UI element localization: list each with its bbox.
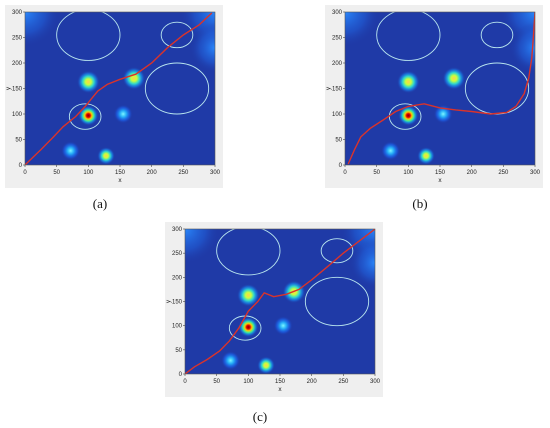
caption-b: (b) — [412, 196, 428, 211]
x-tick-label: 100 — [243, 379, 254, 385]
obstacle-circle — [144, 62, 210, 115]
obstacle-circle — [68, 103, 102, 130]
x-axis-label: x — [118, 177, 122, 184]
y-tick-label: 0 — [19, 163, 23, 169]
y-tick-label: 250 — [332, 36, 343, 42]
obstacle-peak — [76, 70, 100, 94]
y-tick-label: 50 — [335, 138, 342, 144]
x-tick-label: 200 — [307, 379, 318, 385]
x-tick-label: 150 — [435, 170, 446, 176]
plot-c: 0 50 100 150 200 250 300 0 50 100 150 200 250 300 x y — [165, 227, 381, 393]
x-tick-label: 0 — [23, 170, 27, 176]
y-tick-label: 100 — [12, 112, 23, 118]
x-tick-label: 300 — [210, 170, 221, 176]
caption-a: (a) — [92, 196, 108, 211]
y-tick-label: 150 — [172, 300, 183, 306]
obstacle-peak — [273, 316, 293, 336]
y-tick-label: 50 — [175, 348, 182, 354]
y-tick-label: 150 — [332, 87, 343, 93]
x-tick-label: 0 — [183, 379, 187, 385]
x-tick-label: 150 — [275, 379, 286, 385]
y-tick-label: 0 — [339, 163, 343, 169]
x-tick-label: 50 — [213, 379, 220, 385]
obstacle-peak — [221, 350, 241, 370]
corner-glow — [349, 237, 375, 289]
obstacle-peak — [381, 141, 401, 161]
obstacle-circle — [480, 21, 514, 49]
obstacle-peak — [396, 70, 420, 94]
panel-a: 0 50 100 150 200 250 300 0 50 100 150 200 250 300 x y — [5, 5, 223, 188]
x-tick-label: 250 — [178, 170, 189, 176]
y-tick-label: 100 — [172, 324, 183, 330]
obstacle-peak — [122, 66, 146, 90]
plot-area — [185, 229, 375, 374]
obstacle-peak — [398, 105, 419, 126]
x-tick-label: 200 — [147, 170, 158, 176]
caption-c: (c) — [252, 409, 268, 424]
x-tick-label: 100 — [403, 170, 414, 176]
obstacle-peak — [97, 146, 115, 165]
obstacle-circle — [160, 21, 194, 49]
x-tick-label: 50 — [373, 170, 380, 176]
x-tick-label: 300 — [370, 379, 381, 385]
corner-glow — [25, 12, 60, 47]
y-tick-label: 50 — [15, 138, 22, 144]
y-tick-label: 100 — [332, 112, 343, 118]
obstacle-circle — [56, 12, 121, 61]
x-tick-label: 50 — [53, 170, 60, 176]
planned-path — [347, 12, 535, 165]
corner-glow — [509, 22, 535, 74]
corner-glow — [345, 12, 380, 47]
y-axis-label: y — [5, 86, 12, 90]
y-tick-label: 250 — [12, 36, 23, 42]
corner-glow — [185, 229, 220, 264]
y-tick-label: 200 — [172, 275, 183, 281]
y-tick-label: 150 — [12, 87, 23, 93]
obstacle-circle — [320, 238, 354, 264]
y-tick-label: 250 — [172, 251, 183, 257]
obstacle-peak — [61, 141, 81, 161]
x-axis-label: x — [278, 386, 282, 393]
x-tick-label: 0 — [343, 170, 347, 176]
y-axis-label: y — [325, 86, 332, 90]
y-tick-label: 0 — [179, 372, 183, 378]
y-tick-label: 300 — [12, 10, 23, 16]
corner-glow — [189, 22, 215, 74]
obstacle-peak — [236, 283, 260, 307]
plot-b: 0 50 100 150 200 250 300 0 50 100 150 200 250 300 x y — [325, 10, 541, 184]
obstacle-peak — [78, 105, 99, 126]
y-axis-label: y — [165, 299, 172, 303]
x-tick-label: 300 — [530, 170, 541, 176]
plot-area — [25, 12, 215, 165]
obstacle-circle — [304, 276, 370, 327]
panel-b: 0 50 100 150 200 250 300 0 50 100 150 200 250 300 x y — [325, 5, 543, 188]
plot-area — [345, 12, 535, 165]
x-axis-label: x — [438, 177, 442, 184]
y-tick-label: 300 — [332, 10, 343, 16]
obstacle-peak — [113, 104, 133, 124]
planned-path — [185, 229, 375, 374]
obstacle-peak — [238, 316, 259, 338]
obstacle-circle — [376, 12, 441, 61]
obstacle-circle — [216, 229, 281, 276]
obstacle-peak — [442, 66, 466, 90]
obstacle-peak — [257, 356, 275, 374]
panel-c: 0 50 100 150 200 250 300 0 50 100 150 200 250 300 x y — [165, 222, 383, 397]
y-tick-label: 200 — [12, 61, 23, 67]
y-tick-label: 300 — [172, 227, 183, 233]
y-tick-label: 200 — [332, 61, 343, 67]
obstacle-peak — [417, 146, 435, 165]
x-tick-label: 200 — [467, 170, 478, 176]
x-tick-label: 150 — [115, 170, 126, 176]
planned-path — [25, 12, 213, 165]
plot-a: 0 50 100 150 200 250 300 0 50 100 150 200 250 300 x y — [5, 10, 221, 184]
x-tick-label: 100 — [83, 170, 94, 176]
x-tick-label: 250 — [338, 379, 349, 385]
x-tick-label: 250 — [498, 170, 509, 176]
